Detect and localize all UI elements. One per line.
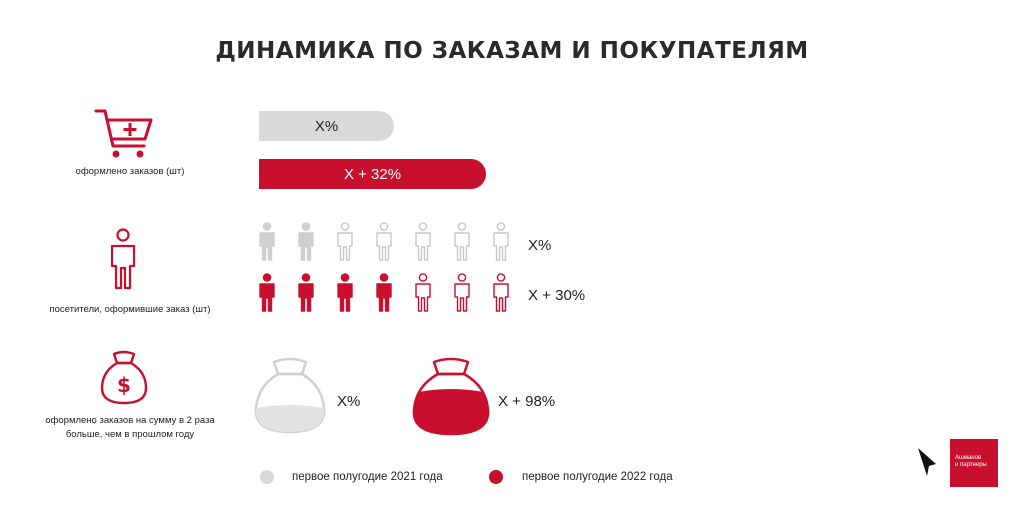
orders-bar-2021: X% [259,111,394,141]
money-bag-icon: $ [100,350,148,405]
shopping-cart-icon [94,109,153,158]
svg-text:$: $ [117,373,131,397]
row-2021-person-icon [375,222,393,267]
sum-label: оформлено заказов на сумму в 2 раза боль… [30,414,230,442]
row-2021-person-icon [492,222,510,267]
row-2022-person-icon [258,273,276,318]
logo-line2: и партнеры [955,462,987,468]
orders-label: оформлено заказов (шт) [75,166,185,177]
row-2022-person-icon [492,273,510,318]
row-2022-person-icon [336,273,354,318]
row-2022-person-icon [414,273,432,318]
legend-2021-label: первое полугодие 2021 года [292,471,443,483]
company-logo: Ашманов и партнеры [950,439,998,487]
legend-dot-2021 [260,470,274,484]
orders-bar-2021-label: X% [314,117,339,135]
sum-label-line2: больше, чем в прошлом году [65,429,195,440]
legend-2022-label: первое полугодие 2022 года [522,471,673,483]
sum-label-line1: оформлено заказов на сумму в 2 раза [45,415,215,426]
sum-value-2021: X% [337,393,361,410]
row-2022-person-icon [375,273,393,318]
sum-value-2022: X + 98% [498,393,556,410]
money-bag-2022 [412,357,490,436]
visitors-value-2021: X% [528,237,552,254]
person-icon [110,228,136,290]
row-2021-person-icon [336,222,354,267]
orders-bar-2022-label: X + 32% [343,165,402,183]
company-logo-icon [918,448,936,476]
row-2021-person-icon [297,222,315,267]
visitors-value-2022: X + 30% [528,287,586,304]
row-2021-person-icon [414,222,432,267]
row-2021-person-icon [453,222,471,267]
row-2022-person-icon [297,273,315,318]
visitors-label: посетители, оформившие заказ (шт) [49,304,211,315]
legend-dot-2022 [489,470,503,484]
logo-line1: Ашманов [955,455,982,461]
page-title: ДИНАМИКА ПО ЗАКАЗАМ И ПОКУПАТЕЛЯМ [215,38,809,64]
money-bag-2021 [254,357,326,434]
orders-bar-2022: X + 32% [259,159,486,189]
row-2022-person-icon [453,273,471,318]
row-2021-person-icon [258,222,276,267]
